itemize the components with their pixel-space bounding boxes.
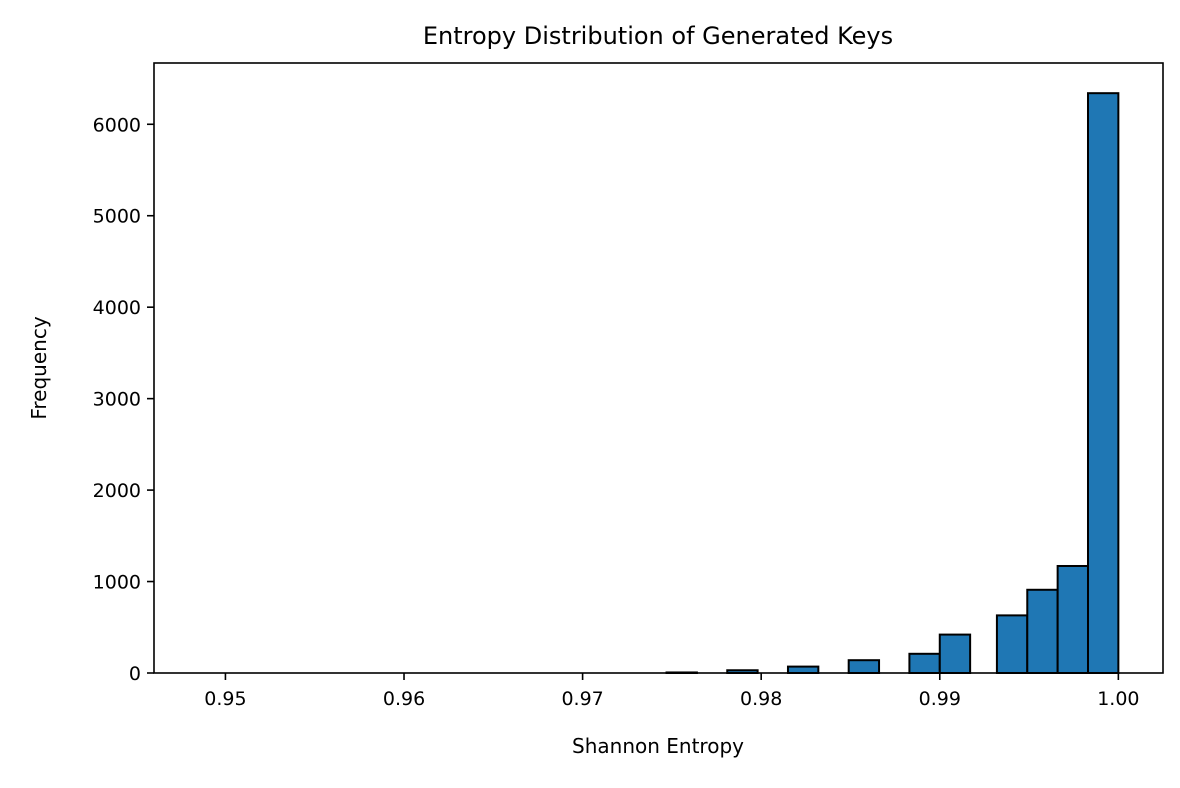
x-tick-label: 0.98 bbox=[740, 688, 782, 710]
x-axis-ticks: 0.95 0.96 0.97 0.98 0.99 1.00 bbox=[204, 673, 1140, 710]
histogram-bar bbox=[786, 665, 820, 675]
y-tick-label: 0 bbox=[129, 663, 141, 685]
x-tick-label: 0.95 bbox=[204, 688, 246, 710]
y-tick-label: 5000 bbox=[93, 206, 141, 228]
chart-title: Entropy Distribution of Generated Keys bbox=[423, 22, 893, 50]
histogram-bar bbox=[847, 659, 881, 675]
histogram-bar bbox=[1026, 588, 1059, 674]
histogram-bar bbox=[995, 614, 1029, 674]
y-axis-label: Frequency bbox=[27, 316, 51, 419]
histogram-bar bbox=[1086, 92, 1120, 674]
y-tick-label: 4000 bbox=[93, 297, 141, 319]
plot-frame bbox=[153, 62, 1164, 674]
y-tick-label: 3000 bbox=[93, 389, 141, 411]
histogram-bar bbox=[938, 633, 972, 675]
y-tick-label: 2000 bbox=[93, 480, 141, 502]
histogram-bar bbox=[1056, 564, 1089, 674]
bars-group bbox=[665, 92, 1120, 675]
y-axis-ticks: 0 1000 2000 3000 4000 5000 6000 bbox=[93, 114, 154, 685]
x-tick-label: 0.99 bbox=[919, 688, 961, 710]
y-tick-label: 6000 bbox=[93, 114, 141, 136]
histogram-bar bbox=[908, 652, 941, 675]
x-tick-label: 0.97 bbox=[561, 688, 603, 710]
x-tick-label: 1.00 bbox=[1097, 688, 1139, 710]
x-axis-label: Shannon Entropy bbox=[572, 734, 744, 758]
y-tick-label: 1000 bbox=[93, 572, 141, 594]
x-tick-label: 0.96 bbox=[383, 688, 425, 710]
